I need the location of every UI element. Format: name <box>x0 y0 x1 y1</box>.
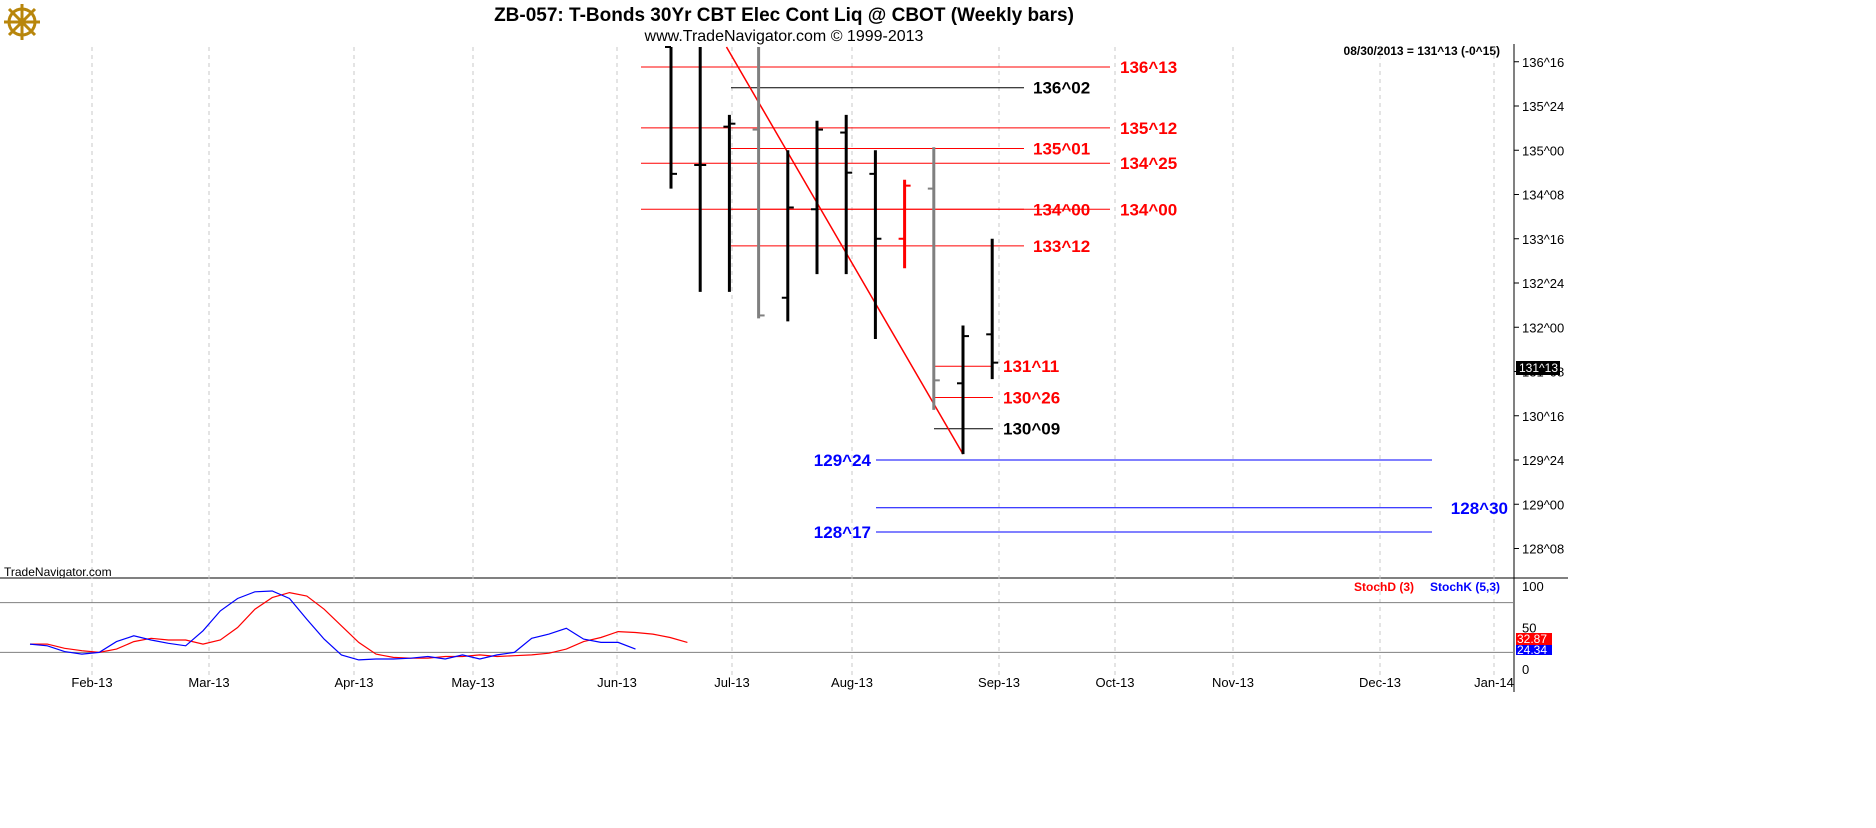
ohlc-bar <box>957 325 969 455</box>
price-tick-label: 132^24 <box>1522 276 1564 291</box>
stoch-k-value: 24.34 <box>1517 643 1547 657</box>
date-tick-label: Jun-13 <box>597 675 637 690</box>
price-tick-label: 135^24 <box>1522 99 1564 114</box>
level-label: 134^00 <box>1120 200 1177 219</box>
stoch-series-line <box>29 590 636 661</box>
level-label: 128^17 <box>814 523 871 542</box>
ohlc-bar <box>927 147 940 410</box>
level-label: 131^11 <box>1003 357 1059 376</box>
legend-stoch-d: StochD (3) <box>1354 580 1414 594</box>
ohlc-bar <box>694 47 707 292</box>
date-x-axis: Feb-13 Mar-13 Apr-13 May-13 Jun-13 Jul-13 Aug-… <box>71 675 1513 690</box>
ohlc-bar <box>840 114 853 275</box>
ohlc-bar <box>752 47 765 319</box>
grid <box>91 47 1495 676</box>
level-label: 135^12 <box>1120 119 1177 138</box>
chart-subtitle: www.TradeNavigator.com © 1999-2013 <box>644 28 924 45</box>
level-label: 130^26 <box>1003 388 1060 407</box>
price-tick-label: 132^00 <box>1522 320 1564 335</box>
level-label: 130^09 <box>1003 420 1060 439</box>
ohlc-bar <box>665 46 677 189</box>
ohlc-bar <box>811 120 823 275</box>
price-tick-label: 135^00 <box>1522 143 1564 158</box>
watermark: TradeNavigator.com <box>4 565 112 579</box>
last-price-tag: 131^13 <box>1516 361 1560 375</box>
price-tick-label: 136^16 <box>1522 55 1564 70</box>
date-tick-label: Jul-13 <box>714 675 749 690</box>
stoch-series-line <box>30 591 688 659</box>
stoch-d-value-tag: 32.87 <box>1516 632 1552 646</box>
stoch-tick-label: 50 <box>1522 621 1536 636</box>
date-tick-label: May-13 <box>451 675 494 690</box>
ohlc-bar <box>986 238 999 380</box>
date-tick-label: Oct-13 <box>1095 675 1134 690</box>
legend-stoch-k: StochK (5,3) <box>1430 580 1500 594</box>
date-tick-label: Apr-13 <box>334 675 373 690</box>
level-label: 135^01 <box>1033 139 1090 158</box>
stoch-d-value: 32.87 <box>1517 632 1547 646</box>
chart-title: ZB-057: T-Bonds 30Yr CBT Elec Cont Liq @… <box>494 5 1074 26</box>
date-tick-label: Feb-13 <box>71 675 112 690</box>
price-tick-label: 129^24 <box>1522 453 1564 468</box>
ship-wheel-logo-icon <box>4 4 40 40</box>
price-tick-label: 128^08 <box>1522 542 1564 557</box>
date-tick-label: Aug-13 <box>831 675 873 690</box>
price-tick-label: 129^00 <box>1522 497 1564 512</box>
chart-root: ZB-057: T-Bonds 30Yr CBT Elec Cont Liq @… <box>0 0 1568 692</box>
level-label: 133^12 <box>1033 237 1090 256</box>
stochastic-panel: 100 50 0 <box>0 579 1544 677</box>
ohlc-bar <box>898 179 911 269</box>
date-tick-label: Mar-13 <box>188 675 229 690</box>
level-label: 129^24 <box>814 451 872 470</box>
price-tick-label: 130^16 <box>1522 409 1564 424</box>
ohlc-bar <box>723 114 736 292</box>
header-band <box>0 0 1568 44</box>
date-tick-label: Jan-14 <box>1474 675 1514 690</box>
price-info: 08/30/2013 = 131^13 (-0^15) <box>1344 44 1500 58</box>
stoch-tick-label: 100 <box>1522 579 1544 594</box>
level-label: 134^25 <box>1120 154 1177 173</box>
stoch-k-value-tag: 24.34 <box>1516 643 1552 657</box>
level-label: 136^13 <box>1120 58 1177 77</box>
level-label: 128^30 <box>1451 499 1508 518</box>
ohlc-bar <box>869 150 882 340</box>
ohlc-bars <box>665 46 999 455</box>
price-tick-label: 133^16 <box>1522 232 1564 247</box>
date-tick-label: Dec-13 <box>1359 675 1401 690</box>
price-tick-label: 134^08 <box>1522 188 1564 203</box>
last-price-label: 131^13 <box>1519 361 1558 375</box>
date-tick-label: Sep-13 <box>978 675 1020 690</box>
date-tick-label: Nov-13 <box>1212 675 1254 690</box>
ohlc-bar <box>781 150 794 322</box>
price-y-axis: 136^16 135^24 135^00 134^08 133^16 132^24 132^… <box>1514 55 1564 557</box>
level-label: 136^02 <box>1033 79 1090 98</box>
stoch-tick-label: 0 <box>1522 662 1529 677</box>
